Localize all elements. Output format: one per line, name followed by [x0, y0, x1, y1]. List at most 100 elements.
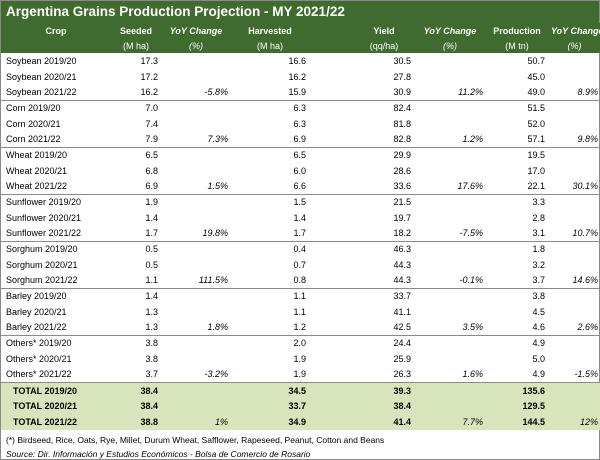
cell-seeded-chg: [161, 194, 231, 210]
cell-seeded: 7.4: [145, 118, 158, 129]
cell-yield-chg: 1.2%: [414, 131, 486, 148]
footnote: (*) Birdseed, Rice, Oats, Rye, Millet, D…: [6, 434, 385, 445]
cell-harvested: 1.1: [293, 291, 306, 302]
cell-seeded-chg: [161, 257, 231, 273]
table-row: Sorghum 2020/21 0.5 0.7 44.3 3.2: [1, 257, 600, 273]
cell-crop: Others* 2019/20: [6, 338, 72, 349]
cell-yield: 42.5: [354, 319, 414, 336]
cell-crop: Wheat 2019/20: [6, 150, 68, 161]
table-row: Others* 2020/21 3.8 1.9 25.9 5.0: [1, 351, 600, 367]
cell-harvested: 6.3: [293, 103, 306, 114]
cell-harvested-chg: [309, 131, 354, 148]
cell-seeded: 17.3: [140, 55, 158, 66]
cell-harvested-chg: [309, 53, 354, 69]
table-row: Corn 2019/20 7.0 6.3 82.4 51.5: [1, 100, 600, 116]
cell-crop: Soybean 2020/21: [6, 71, 77, 82]
cell-production: 4.9: [532, 338, 545, 349]
cell-harvested: 34.9: [231, 413, 309, 430]
cell-yield-chg: -7.5%: [414, 225, 486, 242]
cell-seeded-chg: -3.2%: [161, 366, 231, 383]
cell-harvested: 0.7: [293, 259, 306, 270]
unit-seeded: (M ha): [111, 38, 161, 53]
cell-yield: 30.9: [354, 84, 414, 101]
cell-harvested: 2.0: [293, 338, 306, 349]
cell-production-chg: -1.5%: [548, 366, 600, 383]
cell-seeded: 16.2: [111, 84, 161, 101]
cell-seeded-chg: 1.8%: [161, 319, 231, 336]
cell-yield: 82.4: [393, 103, 411, 114]
header-harvested: Harvested: [231, 23, 309, 38]
cell-seeded: 0.5: [145, 259, 158, 270]
cell-harvested: 0.8: [231, 272, 309, 289]
unit-yield-yoy: (%): [414, 38, 486, 53]
header-seeded: Seeded: [111, 23, 161, 38]
cell-yield: 26.3: [354, 366, 414, 383]
cell-harvested-chg: [309, 116, 354, 132]
cell-yield-chg: 17.6%: [414, 178, 486, 195]
cell-production: 3.1: [486, 225, 548, 242]
cell-yield-chg: [414, 304, 486, 320]
cell-harvested: 16.2: [288, 71, 306, 82]
cell-crop: Sunflower 2019/20: [6, 197, 82, 208]
cell-production: 52.0: [527, 118, 545, 129]
cell-harvested-chg: [309, 210, 354, 226]
header-row: Crop Seeded YoY Change Harvested Yield Y…: [1, 23, 600, 38]
cell-crop: Corn 2019/20: [6, 103, 61, 114]
cell-production: 2.8: [532, 212, 545, 223]
cell-harvested-chg: [309, 163, 354, 179]
cell-production-chg: [548, 116, 600, 132]
cell-seeded: 17.2: [140, 71, 158, 82]
cell-harvested: 6.3: [293, 118, 306, 129]
cell-harvested: 6.0: [293, 165, 306, 176]
cell-harvested-chg: [309, 69, 354, 85]
cell-seeded: 3.8: [145, 338, 158, 349]
cell-production: 57.1: [486, 131, 548, 148]
cell-yield-chg: [414, 53, 486, 69]
cell-crop: Others* 2021/22: [1, 366, 111, 383]
cell-yield-chg: [414, 398, 486, 414]
cell-yield-chg: [414, 116, 486, 132]
cell-yield: 29.9: [393, 150, 411, 161]
cell-seeded-chg: [161, 335, 231, 351]
cell-production: 3.3: [532, 197, 545, 208]
cell-yield-chg: [414, 163, 486, 179]
cell-yield: 21.5: [393, 197, 411, 208]
cell-harvested: 1.4: [293, 212, 306, 223]
cell-production: 17.0: [527, 165, 545, 176]
cell-production: 51.5: [527, 103, 545, 114]
cell-production-chg: [548, 53, 600, 69]
cell-seeded: 1.1: [111, 272, 161, 289]
cell-harvested-chg: [309, 84, 354, 101]
cell-harvested-chg: [309, 382, 354, 399]
cell-yield: 41.1: [393, 306, 411, 317]
cell-crop: Sorghum 2021/22: [1, 272, 111, 289]
cell-seeded: 1.4: [145, 291, 158, 302]
cell-production-chg: [548, 100, 600, 116]
cell-yield: 27.8: [393, 71, 411, 82]
cell-seeded: 6.9: [111, 178, 161, 195]
cell-seeded: 6.5: [145, 150, 158, 161]
cell-yield: 30.5: [393, 55, 411, 66]
cell-yield: 38.4: [354, 398, 414, 414]
cell-seeded-chg: [161, 116, 231, 132]
cell-production: 4.6: [486, 319, 548, 336]
cell-production-chg: 8.9%: [548, 84, 600, 101]
cell-seeded: 7.9: [111, 131, 161, 148]
cell-harvested-chg: [309, 366, 354, 383]
cell-crop: Others* 2020/21: [6, 353, 72, 364]
table-row: Others* 2019/20 3.8 2.0 24.4 4.9: [1, 335, 600, 351]
cell-harvested: 1.9: [293, 353, 306, 364]
cell-harvested: 1.2: [231, 319, 309, 336]
cell-seeded: 38.4: [111, 382, 161, 399]
cell-harvested-chg: [309, 304, 354, 320]
cell-crop: Wheat 2020/21: [6, 165, 68, 176]
table-row: TOTAL 2020/21 38.4 33.7 38.4 129.5: [1, 398, 600, 414]
cell-seeded: 0.5: [145, 244, 158, 255]
header-crop: Crop: [1, 23, 111, 38]
cell-yield-chg: [414, 351, 486, 367]
cell-harvested-chg: [309, 257, 354, 273]
unit-seeded-yoy: (%): [161, 38, 231, 53]
table-row: Barley 2021/22 1.3 1.8% 1.2 42.5 3.5% 4.6 2.6%: [1, 319, 600, 336]
cell-yield: 44.3: [354, 272, 414, 289]
cell-seeded: 3.7: [111, 366, 161, 383]
